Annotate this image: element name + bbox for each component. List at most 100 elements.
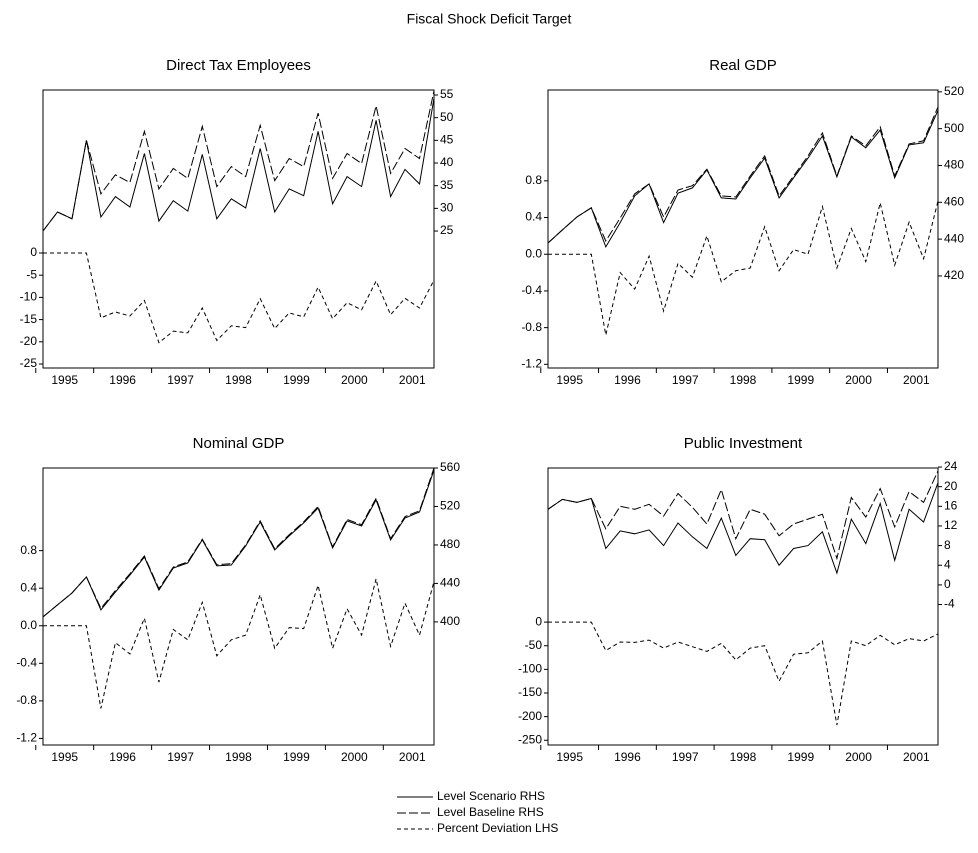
x-tick-label: 1999 xyxy=(787,373,814,387)
series-line xyxy=(42,467,435,618)
y2-tick-label: 30 xyxy=(440,201,454,215)
plot-frame xyxy=(42,89,435,369)
x-tick-label: 1999 xyxy=(283,373,310,387)
y2-tick-label: 4 xyxy=(944,557,951,571)
x-tick-label: 1997 xyxy=(672,750,699,764)
main-title: Fiscal Shock Deficit Target xyxy=(407,11,572,27)
y-tick-label: 0.4 xyxy=(20,580,37,594)
y2-tick-label: 40 xyxy=(440,155,454,169)
x-tick-label: 1995 xyxy=(556,750,583,764)
y-tick-label: -1.2 xyxy=(16,731,37,745)
x-tick-label: 1995 xyxy=(51,373,78,387)
series-line xyxy=(547,482,939,575)
panel-title: Direct Tax Employees xyxy=(166,57,311,74)
x-tick-label: 2001 xyxy=(903,373,930,387)
y-tick-label: 0 xyxy=(30,245,37,259)
y-tick-label: -1.2 xyxy=(521,357,542,371)
x-tick-label: 1996 xyxy=(109,750,136,764)
x-tick-label: 1996 xyxy=(614,373,641,387)
x-tick-label: 2000 xyxy=(341,373,368,387)
y2-tick-label: 520 xyxy=(944,84,964,98)
y2-tick-label: 500 xyxy=(944,121,964,135)
x-tick-label: 1997 xyxy=(167,750,194,764)
y-tick-label: -0.4 xyxy=(521,283,542,297)
y-tick-label: -150 xyxy=(518,685,542,699)
series-line xyxy=(547,470,939,561)
y-tick-label: -5 xyxy=(26,267,37,281)
y-tick-label: 0.0 xyxy=(20,618,37,632)
y2-tick-label: 25 xyxy=(440,223,454,237)
y-tick-label: 0.4 xyxy=(525,210,542,224)
x-tick-label: 1998 xyxy=(730,750,757,764)
y-tick-label: -25 xyxy=(20,356,38,370)
y2-tick-label: 440 xyxy=(440,576,460,590)
y-tick-label: -200 xyxy=(518,709,542,723)
y-tick-label: -0.8 xyxy=(16,693,37,707)
x-tick-label: 1998 xyxy=(225,373,252,387)
x-tick-label: 1997 xyxy=(672,373,699,387)
x-tick-label: 2001 xyxy=(903,750,930,764)
y-tick-label: -100 xyxy=(518,662,542,676)
x-tick-label: 2000 xyxy=(845,373,872,387)
y2-tick-label: 400 xyxy=(440,614,460,628)
y2-tick-label: 520 xyxy=(440,499,460,513)
series-line xyxy=(548,200,939,336)
y-tick-label: 0.0 xyxy=(525,246,542,260)
series-line xyxy=(42,90,435,232)
series-line xyxy=(547,110,939,249)
plot-frame xyxy=(547,467,939,746)
y2-tick-label: 16 xyxy=(944,498,958,512)
x-tick-label: 1997 xyxy=(167,373,194,387)
series-line xyxy=(42,98,435,232)
plot-frame xyxy=(42,467,435,746)
x-tick-label: 1998 xyxy=(730,373,757,387)
y2-tick-label: 12 xyxy=(944,518,958,532)
y2-tick-label: 460 xyxy=(944,194,964,208)
y-tick-label: 0 xyxy=(535,614,542,628)
panel-title: Nominal GDP xyxy=(193,435,285,452)
y-tick-label: -10 xyxy=(20,290,38,304)
x-tick-label: 1996 xyxy=(109,373,136,387)
legend-label: Level Scenario RHS xyxy=(437,789,545,803)
y2-tick-label: 20 xyxy=(944,479,958,493)
x-tick-label: 1999 xyxy=(283,750,310,764)
series-line xyxy=(43,252,435,344)
y-tick-label: -50 xyxy=(525,638,543,652)
y2-tick-label: 440 xyxy=(944,231,964,245)
y-tick-label: 0.8 xyxy=(20,543,37,557)
y2-tick-label: 8 xyxy=(944,538,951,552)
y2-tick-label: 480 xyxy=(944,158,964,172)
x-tick-label: 2000 xyxy=(845,750,872,764)
y2-tick-label: -4 xyxy=(944,597,955,611)
y-tick-label: 0.8 xyxy=(525,173,542,187)
panel-title: Public Investment xyxy=(684,435,803,452)
y2-tick-label: 560 xyxy=(440,460,460,474)
y-tick-label: -0.4 xyxy=(16,655,37,669)
y2-tick-label: 24 xyxy=(944,459,958,473)
x-tick-label: 2000 xyxy=(341,750,368,764)
y2-tick-label: 35 xyxy=(440,178,454,192)
panel-title: Real GDP xyxy=(709,57,777,74)
x-tick-label: 1995 xyxy=(556,373,583,387)
y2-tick-label: 420 xyxy=(944,268,964,282)
legend-label: Level Baseline RHS xyxy=(437,805,544,819)
legend-label: Percent Deviation LHS xyxy=(437,821,558,835)
y2-tick-label: 55 xyxy=(440,87,454,101)
x-tick-label: 2001 xyxy=(399,373,426,387)
y2-tick-label: 480 xyxy=(440,537,460,551)
x-tick-label: 1995 xyxy=(51,750,78,764)
y2-tick-label: 0 xyxy=(944,577,951,591)
y2-tick-label: 50 xyxy=(440,110,454,124)
y-tick-label: -0.8 xyxy=(521,320,542,334)
x-tick-label: 2001 xyxy=(399,750,426,764)
x-tick-label: 1999 xyxy=(787,750,814,764)
x-tick-label: 1996 xyxy=(614,750,641,764)
y-tick-label: -250 xyxy=(518,732,542,746)
series-line xyxy=(547,106,939,244)
x-tick-label: 1998 xyxy=(225,750,252,764)
plot-frame xyxy=(547,89,939,369)
series-line xyxy=(43,578,435,709)
y2-tick-label: 45 xyxy=(440,133,454,147)
